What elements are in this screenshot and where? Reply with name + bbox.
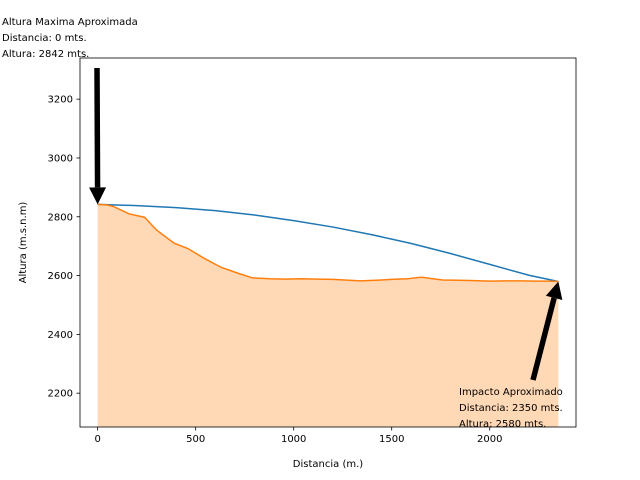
y-tick-label: 3200 xyxy=(48,95,73,106)
y-tick-label: 2800 xyxy=(48,212,73,223)
terrain-fill-area xyxy=(97,204,559,427)
trajectory-line xyxy=(97,203,559,283)
x-tick-label: 2000 xyxy=(477,434,502,445)
x-tick-label: 1000 xyxy=(281,434,306,445)
y-tick-label: 2400 xyxy=(48,330,73,341)
x-axis-label: Distancia (m.) xyxy=(293,459,363,470)
axes-ticks: 0 500 1000 1500 2000 2200 2400 2600 2800 3000 3200 xyxy=(48,95,503,445)
x-tick-label: 500 xyxy=(186,434,205,445)
y-tick-label: 2600 xyxy=(48,271,73,282)
plot-frame xyxy=(79,57,577,428)
y-axis-label: Altura (m.s.n.m) xyxy=(18,202,29,284)
y-tick-label: 3000 xyxy=(48,153,73,164)
annotation-arrowhead xyxy=(89,187,107,205)
annotation: Impacto Aproximado Distancia: 2350 mts. Al… xyxy=(459,281,563,430)
annotation-arrowhead xyxy=(545,281,563,301)
plot-area xyxy=(97,203,559,427)
annotation: Altura Maxima Aproximada Distancia: 0 mts… xyxy=(2,17,138,205)
annotation-text: Altura Maxima Aproximada xyxy=(2,17,138,28)
annotation-text: Distancia: 2350 mts. xyxy=(459,403,563,414)
annotations: Altura Maxima Aproximada Distancia: 0 mts… xyxy=(2,17,563,430)
annotation-text: Altura: 2580 mts. xyxy=(459,419,546,430)
annotation-arrow xyxy=(530,297,557,381)
x-tick-label: 0 xyxy=(94,434,100,445)
annotation-text: Distancia: 0 mts. xyxy=(2,33,87,44)
annotation-text: Impacto Aproximado xyxy=(459,387,563,398)
terrain-line xyxy=(97,203,559,283)
y-tick-label: 2200 xyxy=(48,389,73,400)
annotation-arrow xyxy=(94,67,101,188)
annotation-text: Altura: 2842 mts. xyxy=(2,49,89,60)
x-tick-label: 1500 xyxy=(379,434,404,445)
